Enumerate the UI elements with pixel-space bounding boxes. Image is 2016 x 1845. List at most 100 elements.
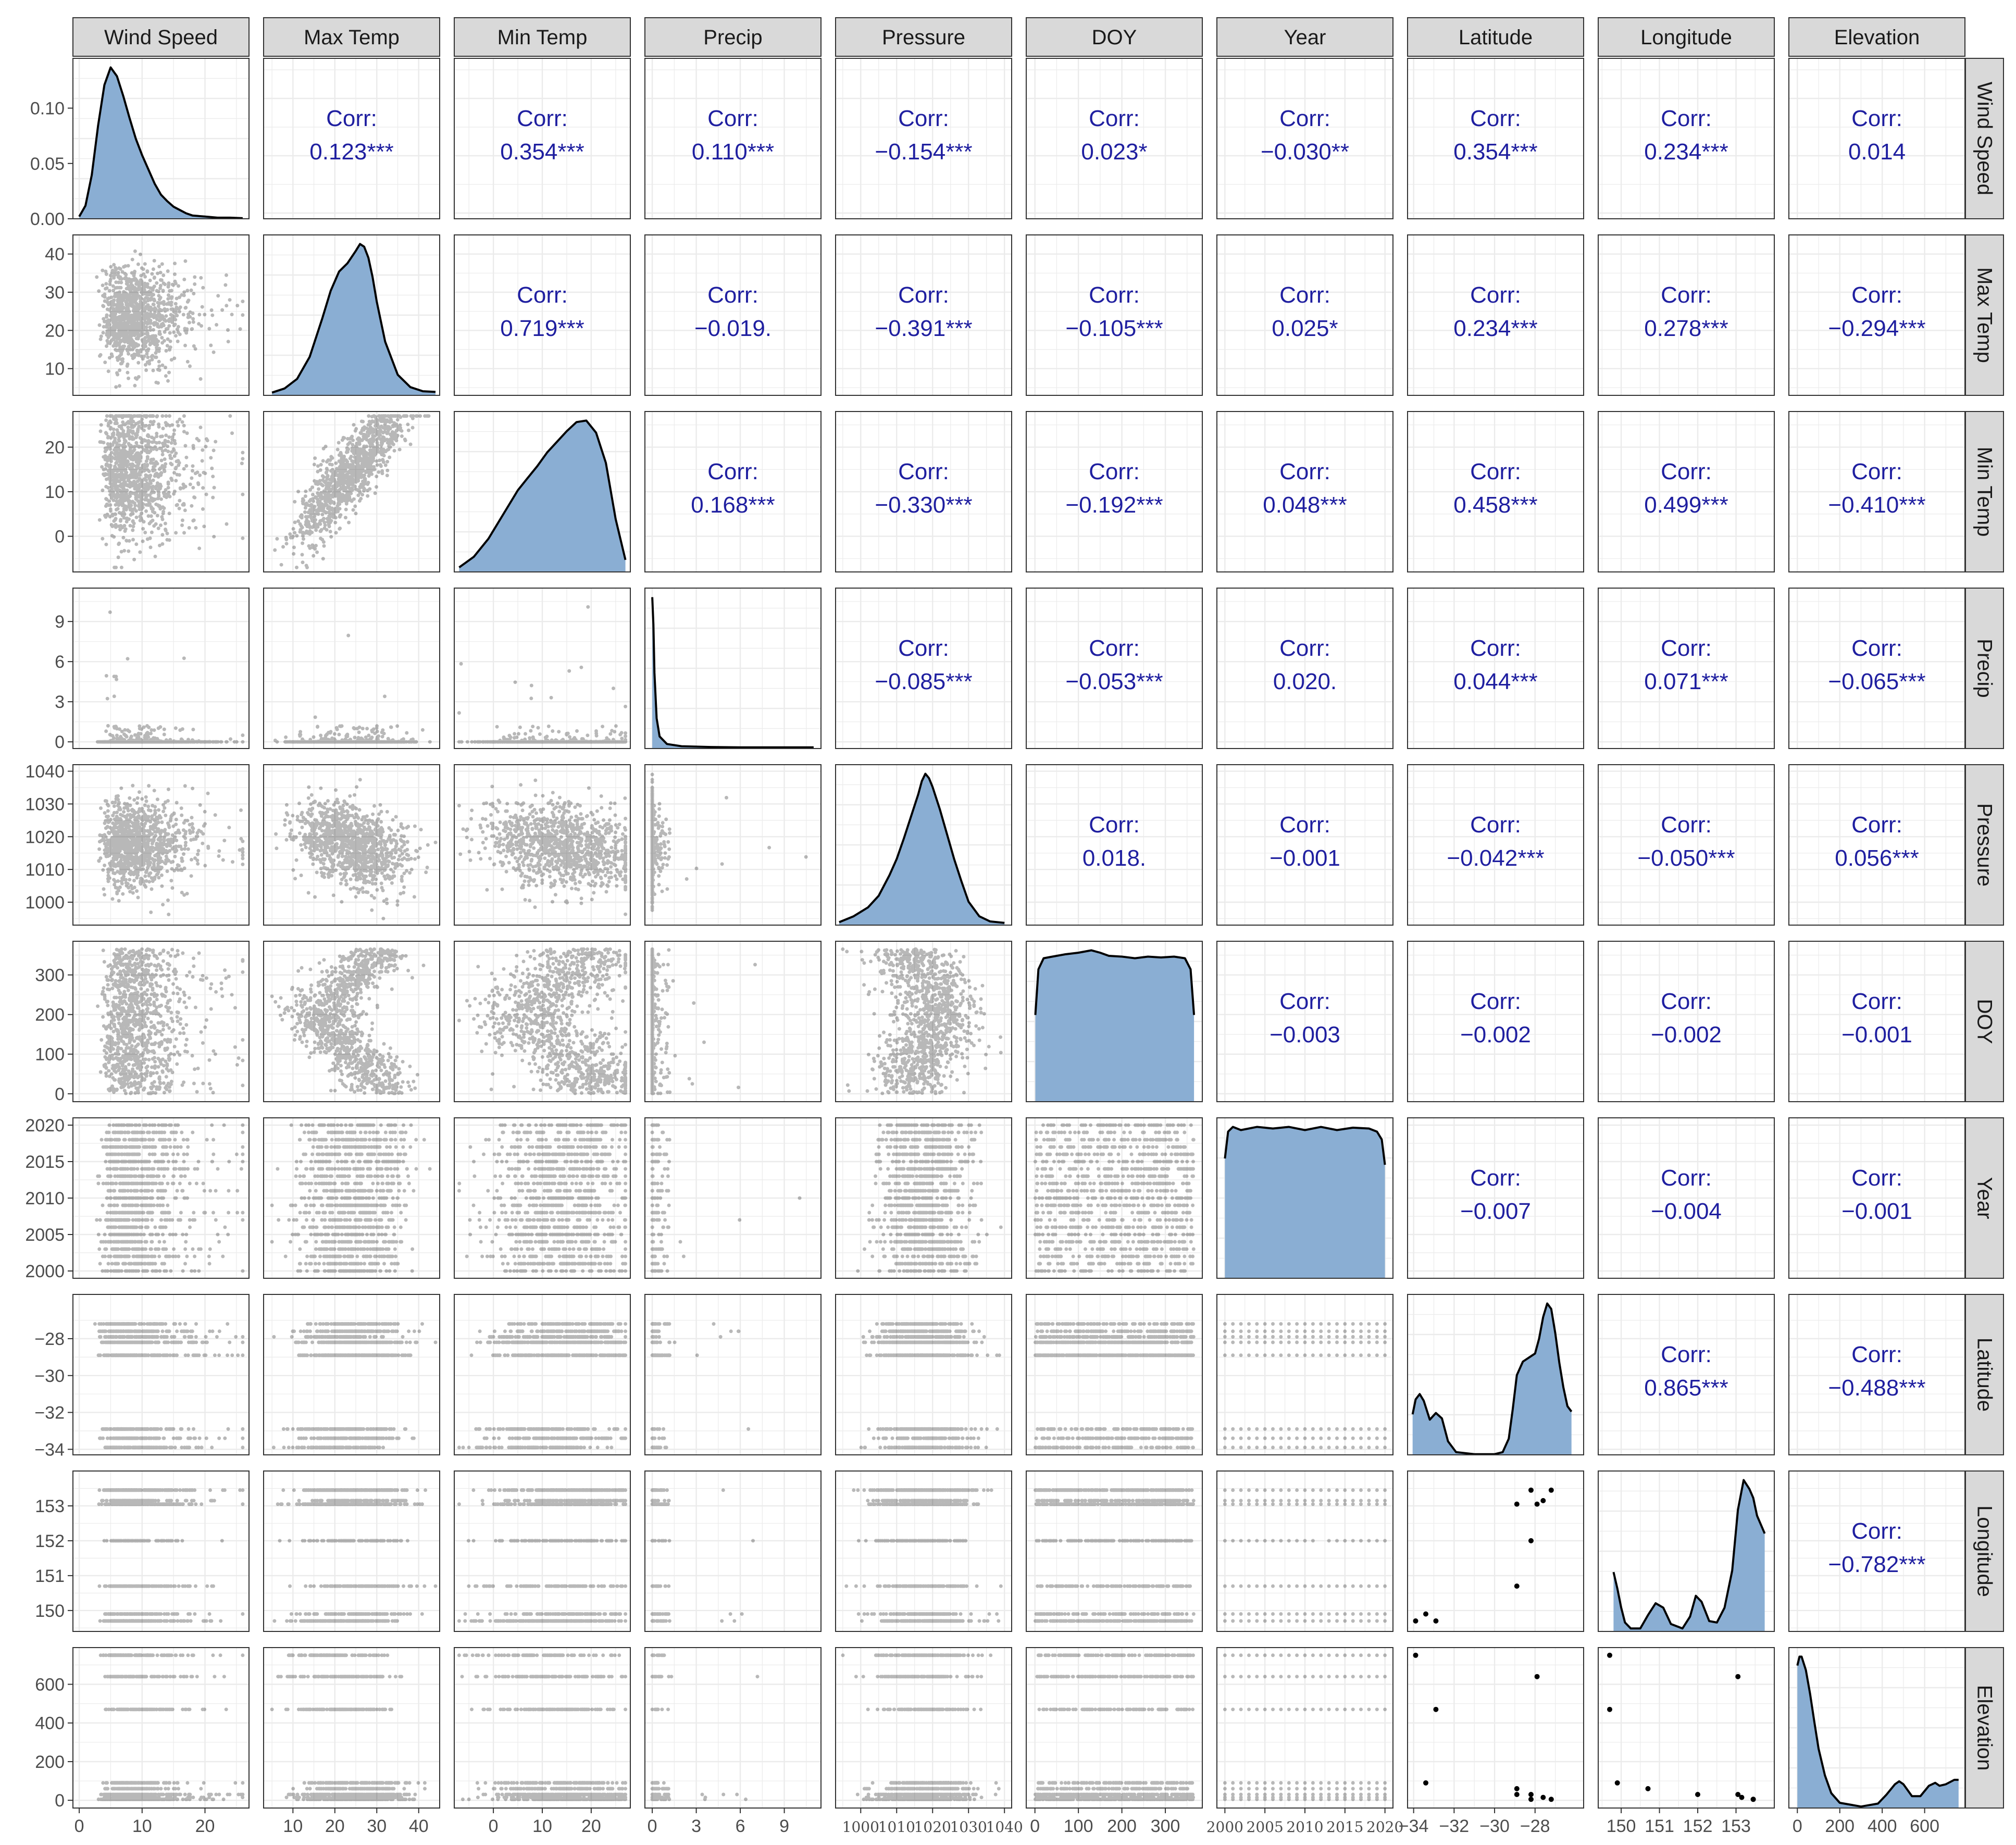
scatter-points	[95, 1123, 245, 1273]
column-strip-bg	[835, 17, 1012, 57]
panel-doy-vs-precip	[644, 941, 822, 1102]
correlation-label: Corr:	[1279, 459, 1330, 484]
panel-background	[1598, 235, 1774, 395]
panel-border	[1026, 234, 1203, 396]
correlation-value: 0.234***	[1453, 316, 1537, 341]
panel-background	[645, 1471, 821, 1631]
x-tick-label: 200	[1825, 1816, 1855, 1836]
row-strip-label: Max Temp	[1973, 267, 1996, 363]
panel-border	[1598, 764, 1775, 926]
correlation-label: Corr:	[1470, 106, 1521, 131]
panel-border	[1788, 1117, 1965, 1279]
scatter-points	[1223, 1488, 1387, 1623]
panel-doy-vs-latitude: Corr: −0.002	[1407, 941, 1584, 1102]
panel-border	[835, 1470, 1012, 1632]
column-strip-min-temp: Min Temp	[454, 17, 631, 57]
panel-longitude-vs-wind-speed	[72, 1470, 250, 1632]
panel-border	[1598, 941, 1775, 1102]
panel-year-vs-min-temp	[454, 1117, 631, 1279]
panel-elevation-vs-year	[1216, 1647, 1393, 1809]
scatter-point	[1735, 1792, 1741, 1797]
correlation-label: Corr:	[517, 282, 568, 308]
row-strip-max-temp: Max Temp	[1965, 234, 2004, 396]
y-tick-label: 20	[45, 321, 65, 341]
x-tick-label: 10	[132, 1816, 152, 1836]
panel-min-temp-vs-wind-speed	[72, 411, 250, 572]
panel-background	[264, 58, 440, 219]
density-area	[459, 420, 626, 572]
density-series	[839, 772, 1005, 925]
panel-max-temp-vs-doy: Corr: −0.105***	[1026, 234, 1203, 396]
scatter-series	[272, 1488, 438, 1623]
x-tick-label: 150	[1607, 1816, 1636, 1836]
panel-precip-vs-min-temp	[454, 588, 631, 749]
y-axis-pressure: 1000 1010 1020 1030 1040	[25, 762, 73, 913]
panel-wind-speed-vs-precip: Corr: 0.110***	[644, 58, 822, 219]
scatter-points	[97, 1488, 245, 1623]
panel-border	[1216, 234, 1393, 396]
panel-longitude-vs-max-temp	[263, 1470, 440, 1632]
y-tick-label: 0	[55, 732, 65, 752]
scatter-points	[457, 605, 628, 744]
panel-min-temp-vs-precip: Corr: 0.168***	[644, 411, 822, 572]
panel-border	[72, 941, 250, 1102]
correlation-label: Corr:	[1661, 812, 1712, 838]
correlation-label: Corr:	[898, 106, 949, 131]
panel-latitude-vs-doy	[1026, 1294, 1203, 1455]
density-area	[1412, 1303, 1572, 1455]
y-tick-label: 2005	[25, 1225, 65, 1245]
panel-border	[1026, 1117, 1203, 1279]
scatter-series	[96, 1653, 245, 1801]
column-strip-bg	[263, 17, 440, 57]
panel-border	[1598, 1647, 1775, 1809]
panel-border	[263, 1470, 440, 1632]
x-tick-label: 0	[1030, 1816, 1040, 1836]
panel-doy-vs-year: Corr: −0.003	[1216, 941, 1393, 1102]
correlation-label: Corr:	[1661, 635, 1712, 661]
scatter-points	[93, 1322, 245, 1450]
scatter-series	[1034, 1488, 1196, 1623]
x-tick-label: 6	[736, 1816, 745, 1836]
scatter-points	[1034, 1123, 1196, 1273]
scatter-point	[1645, 1786, 1651, 1791]
scatter-series	[270, 1653, 427, 1801]
row-strip-bg	[1965, 764, 2004, 926]
row-strip-bg	[1965, 1470, 2004, 1632]
correlation-value: −0.294***	[1828, 316, 1925, 341]
correlation-value: −0.007	[1460, 1199, 1531, 1224]
correlation-value: −0.391***	[875, 316, 972, 341]
correlation-label: Corr:	[1851, 1342, 1902, 1367]
scatter-points	[270, 947, 426, 1095]
panel-border	[1788, 58, 1965, 219]
density-series	[78, 66, 243, 219]
panel-border	[454, 1294, 631, 1455]
panel-border	[1788, 588, 1965, 749]
panel-border	[644, 234, 822, 396]
scatter-points	[457, 1123, 628, 1273]
scatter-series	[1607, 1652, 1756, 1802]
scatter-point	[1514, 1786, 1520, 1791]
panel-border	[1598, 234, 1775, 396]
correlation-value: −0.192***	[1065, 492, 1163, 518]
correlation-label: Corr:	[1851, 812, 1902, 838]
scatter-series	[1223, 1653, 1387, 1801]
column-strip-label: Pressure	[882, 26, 965, 49]
panel-max-temp-vs-max-temp	[263, 234, 440, 396]
scatter-points	[1034, 1488, 1196, 1623]
x-tick-label: 1000	[842, 1818, 879, 1836]
scatter-series	[1034, 1653, 1196, 1801]
panel-background	[1408, 1471, 1584, 1631]
y-axis-precip: 0 3 6 9	[55, 612, 73, 752]
correlation-value: 0.168***	[691, 492, 775, 518]
panel-elevation-vs-min-temp	[454, 1647, 631, 1809]
panel-year-vs-year	[1216, 1117, 1393, 1279]
x-tick-label: −34	[1399, 1816, 1429, 1836]
panel-border	[835, 58, 1012, 219]
scatter-points	[273, 414, 431, 569]
scatter-series	[457, 1653, 628, 1801]
panel-border	[454, 588, 631, 749]
correlation-value: 0.056***	[1835, 845, 1919, 871]
panel-background	[645, 765, 821, 925]
correlation-value: 0.123***	[309, 139, 393, 165]
y-axis-latitude: −34 −32 −30 −28	[34, 1329, 73, 1460]
